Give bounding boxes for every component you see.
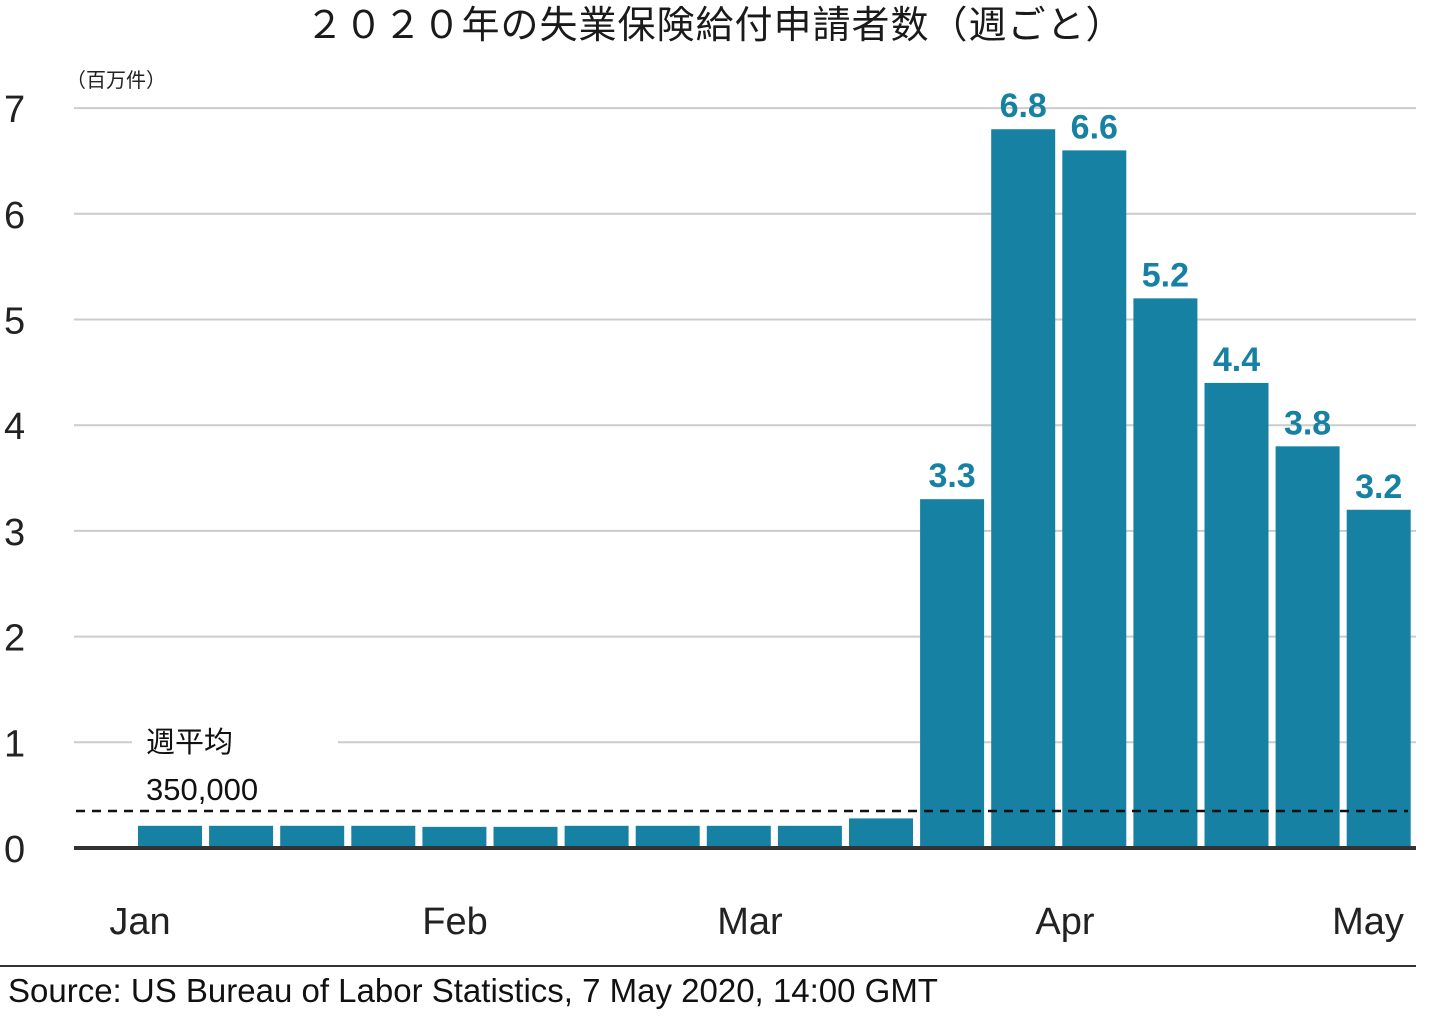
- bar: [1346, 509, 1411, 848]
- bar: [1204, 382, 1269, 848]
- y-tick-label: 0: [4, 829, 25, 871]
- bar: [777, 825, 842, 848]
- bar: [920, 499, 985, 848]
- bar: [706, 825, 771, 848]
- bar: [493, 826, 558, 848]
- bar: [991, 129, 1056, 849]
- x-axis-tick-labels: Jan Feb Mar Apr May: [109, 901, 1404, 943]
- y-tick-label: 6: [4, 195, 25, 237]
- y-axis-tick-labels: 0 1 2 3 4 5 6 7: [4, 89, 25, 871]
- x-tick-label: Mar: [717, 901, 783, 943]
- average-label: 週平均: [146, 725, 233, 759]
- data-label: 3.3: [928, 457, 975, 495]
- bar-chart: 0 1 2 3 4 5 6 7 3.3 6.8 6.6 5.2 4.4 3.8 3.2 週平均 350,00…: [4, 87, 1416, 943]
- bar: [1062, 150, 1127, 848]
- average-reference: 週平均 350,000: [76, 725, 1408, 813]
- y-tick-label: 3: [4, 512, 25, 554]
- source-divider: [0, 965, 1416, 967]
- x-tick-label: Feb: [422, 901, 487, 943]
- bars: [138, 129, 1411, 849]
- y-tick-label: 4: [4, 406, 25, 448]
- bar: [1133, 298, 1198, 848]
- y-tick-label: 7: [4, 89, 25, 131]
- data-label: 4.4: [1213, 341, 1260, 379]
- average-value-label: 350,000: [146, 772, 258, 807]
- data-label: 5.2: [1142, 256, 1189, 294]
- data-label: 6.6: [1071, 108, 1118, 146]
- x-tick-label: May: [1332, 901, 1404, 943]
- y-tick-label: 1: [4, 723, 25, 765]
- bar: [209, 825, 274, 848]
- chart-title: ２０２０年の失業保険給付申請者数（週ごと）: [305, 3, 1125, 47]
- bar: [422, 826, 487, 848]
- bar: [1275, 446, 1340, 848]
- bar: [138, 825, 202, 848]
- x-tick-label: Apr: [1035, 901, 1094, 943]
- x-tick-label: Jan: [109, 901, 170, 943]
- y-tick-label: 5: [4, 301, 25, 343]
- bar: [635, 825, 700, 848]
- y-tick-label: 2: [4, 618, 25, 660]
- source-note: Source: US Bureau of Labor Statistics, 7…: [8, 972, 938, 1009]
- data-label: 3.8: [1284, 404, 1331, 442]
- data-label: 3.2: [1355, 468, 1402, 506]
- bar: [849, 818, 913, 848]
- bar: [280, 825, 345, 848]
- data-label: 6.8: [1000, 87, 1047, 125]
- data-labels: 3.3 6.8 6.6 5.2 4.4 3.8 3.2: [928, 87, 1402, 506]
- bar: [351, 825, 416, 848]
- unit-label: （百万件）: [66, 68, 166, 92]
- bar: [564, 825, 629, 848]
